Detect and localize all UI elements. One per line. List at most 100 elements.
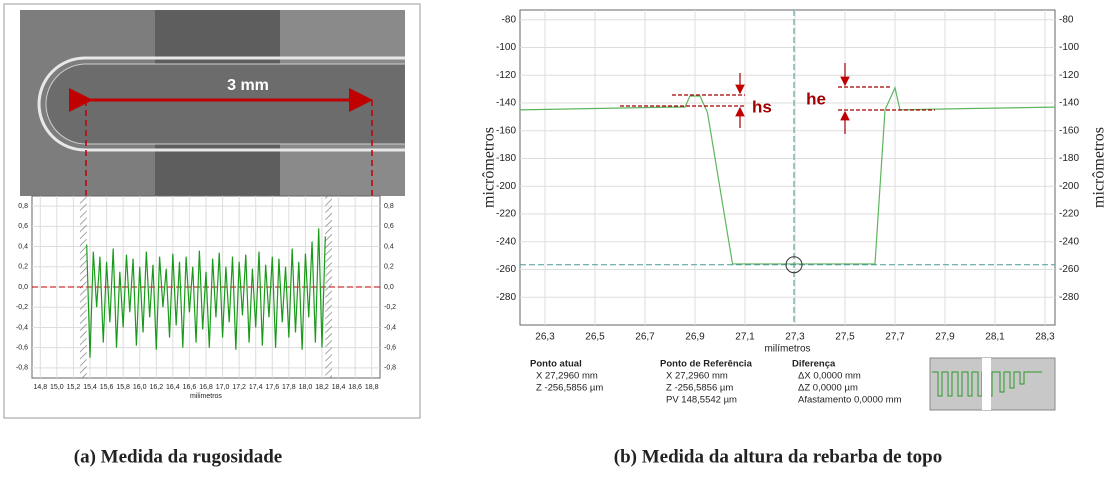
caption: (b) Medida da altura da rebarba de topo [614, 446, 942, 467]
info-line: X 27,2960 mm [666, 371, 728, 382]
scale-label: 3 mm [227, 77, 269, 94]
x-tick-label: 18,6 [348, 384, 362, 391]
x-tick-label: 27,5 [835, 332, 855, 343]
data-line [86, 228, 326, 358]
y-tick-label: -240 [496, 236, 516, 247]
y-tick-label: 0,6 [384, 223, 394, 230]
info-title: Ponto atual [530, 359, 582, 370]
sem-image: 3 mm [20, 10, 405, 300]
y-tick-label: -140 [1059, 98, 1079, 109]
plot-area [519, 9, 1056, 326]
y-tick-label: -260 [1059, 264, 1079, 275]
y-tick-label: -0,4 [16, 324, 28, 331]
x-tick-label: 18,0 [299, 384, 313, 391]
y-tick-label: -160 [496, 125, 516, 136]
info-line: Z -256,5856 µm [666, 383, 733, 394]
x-tick-label: 26,7 [635, 332, 655, 343]
y-tick-label: -0,8 [16, 365, 28, 372]
y-tick-label: -240 [1059, 236, 1079, 247]
y-tick-label: -220 [496, 209, 516, 220]
x-tick-label: 18,4 [332, 384, 346, 391]
y-tick-label: 0,0 [18, 284, 28, 291]
y-tick-label: -160 [1059, 125, 1079, 136]
x-tick-label: 16,8 [199, 384, 213, 391]
y-tick-label: -0,4 [384, 324, 396, 331]
y-tick-label: -180 [496, 153, 516, 164]
y-tick-label: -80 [1059, 14, 1074, 25]
y-tick-label: 0,8 [18, 203, 28, 210]
info-line: ΔX 0,0000 mm [798, 371, 861, 382]
y-tick-label: 0,4 [384, 243, 394, 250]
x-tick-label: 16,4 [166, 384, 180, 391]
y-tick-label: 0,8 [384, 203, 394, 210]
y-tick-label: -280 [1059, 292, 1079, 303]
info-line: Z -256,5856 µm [536, 383, 603, 394]
y-tick-label: -100 [1059, 42, 1079, 53]
x-tick-label: 14,8 [33, 384, 47, 391]
x-axis-label: milimetros [190, 393, 222, 400]
x-tick-label: 28,3 [1035, 332, 1055, 343]
info-line: PV 148,5542 µm [666, 395, 737, 406]
x-tick-label: 27,9 [935, 332, 955, 343]
info-line: ΔZ 0,0000 µm [798, 383, 858, 394]
caption: (a) Medida da rugosidade [74, 446, 283, 467]
y-tick-label: 0,6 [18, 223, 28, 230]
annotation: he [806, 89, 826, 108]
y-tick-label: -280 [496, 292, 516, 303]
x-tick-label: 28,1 [985, 332, 1005, 343]
hatch [325, 196, 332, 378]
x-tick-label: 26,5 [585, 332, 605, 343]
y-tick-label: -80 [502, 14, 517, 25]
x-tick-label: 17,4 [249, 384, 263, 391]
x-tick-label: 16,2 [149, 384, 163, 391]
y-tick-label: 0,2 [384, 264, 394, 271]
y-tick-label: -120 [496, 70, 516, 81]
info-panel: Ponto atual X 27,2960 mm Z -256,5856 µm … [530, 357, 1056, 411]
y-tick-label: -180 [1059, 153, 1079, 164]
y-tick-label: -200 [496, 181, 516, 192]
cursor-circle [785, 256, 803, 274]
x-tick-label: 16,0 [133, 384, 147, 391]
y-tick-label: -0,2 [384, 304, 396, 311]
x-axis-label: milímetros [764, 344, 810, 355]
x-tick-label: 27,7 [885, 332, 905, 343]
x-tick-label: 26,9 [685, 332, 705, 343]
y-axis-label: micrômetros [481, 127, 498, 208]
y-tick-label: -0,6 [16, 345, 28, 352]
x-tick-label: 27,1 [735, 332, 755, 343]
data-line [519, 85, 1056, 265]
x-tick-label: 27,3 [785, 332, 805, 343]
y-tick-label: 0,4 [18, 243, 28, 250]
y-tick-label: -0,2 [16, 304, 28, 311]
info-title: Diferença [792, 359, 836, 370]
y-tick-label: -100 [496, 42, 516, 53]
y-tick-label: 0,0 [384, 284, 394, 291]
x-tick-label: 18,8 [365, 384, 379, 391]
x-tick-label: 17,2 [232, 384, 246, 391]
x-tick-label: 15,4 [83, 384, 97, 391]
y-tick-label: -0,8 [384, 365, 396, 372]
x-tick-label: 17,8 [282, 384, 296, 391]
info-title: Ponto de Referência [660, 359, 753, 370]
hatch [80, 196, 87, 378]
x-tick-label: 16,6 [183, 384, 197, 391]
y-tick-label: 0,2 [18, 264, 28, 271]
x-tick-label: 15,6 [100, 384, 114, 391]
x-tick-label: 17,6 [265, 384, 279, 391]
y-tick-label: -200 [1059, 181, 1079, 192]
y-tick-label: -220 [1059, 209, 1079, 220]
info-line: X 27,2960 mm [536, 371, 598, 382]
y-tick-label: -260 [496, 264, 516, 275]
y-tick-label: -140 [496, 98, 516, 109]
x-tick-label: 18,2 [315, 384, 329, 391]
y-tick-label: -120 [1059, 70, 1079, 81]
x-tick-label: 15,8 [116, 384, 130, 391]
x-tick-label: 17,0 [216, 384, 230, 391]
y-tick-label: -0,6 [384, 345, 396, 352]
x-tick-label: 15,0 [50, 384, 64, 391]
y-axis-label: micrômetros [1091, 127, 1108, 208]
x-tick-label: 26,3 [535, 332, 555, 343]
x-tick-label: 15,2 [67, 384, 81, 391]
annotation: hs [752, 97, 772, 116]
